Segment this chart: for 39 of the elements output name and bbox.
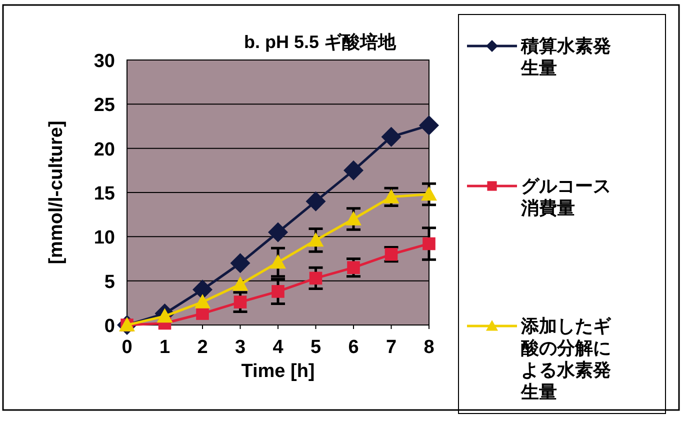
point	[344, 160, 364, 180]
x-tick-label: 7	[386, 337, 397, 358]
point	[309, 272, 322, 285]
point	[270, 254, 286, 269]
point	[346, 211, 362, 226]
point	[194, 294, 210, 308]
point	[268, 222, 288, 242]
legend-label: グルコース消費量	[521, 175, 612, 219]
point	[383, 188, 400, 204]
y-tick-label: 20	[94, 139, 115, 160]
x-tick-label: 1	[159, 337, 170, 358]
point	[422, 237, 436, 250]
point	[419, 115, 439, 136]
point	[308, 232, 324, 247]
chart-title: b. pH 5.5 ギ酸培地	[244, 32, 398, 52]
x-tick-label: 8	[424, 337, 434, 358]
point	[381, 126, 402, 147]
x-tick-label: 5	[310, 337, 322, 358]
legend-label: 添加したギ酸の分解による水素発生量	[521, 315, 612, 403]
x-tick-label: 4	[272, 337, 284, 358]
y-tick-label: 0	[104, 316, 115, 337]
x-tick-label: 3	[234, 337, 246, 358]
y-tick-label: 15	[94, 184, 116, 204]
y-tick-label: 10	[94, 228, 115, 249]
point	[230, 253, 250, 274]
legend-label: 積算水素発生量	[521, 35, 612, 79]
point	[306, 191, 326, 212]
y-tick-label: 5	[104, 272, 116, 293]
point	[421, 186, 437, 201]
x-tick-label: 0	[122, 337, 132, 358]
x-tick-label: 2	[197, 337, 208, 358]
y-axis-title: [mmol/l-culture]	[46, 120, 67, 264]
point	[156, 308, 173, 323]
y-tick-label: 30	[94, 51, 115, 72]
x-tick-label: 6	[348, 337, 359, 358]
point	[272, 285, 284, 298]
y-tick-label: 25	[94, 95, 116, 116]
x-axis-title: Time [h]	[241, 361, 315, 382]
point	[232, 276, 248, 291]
